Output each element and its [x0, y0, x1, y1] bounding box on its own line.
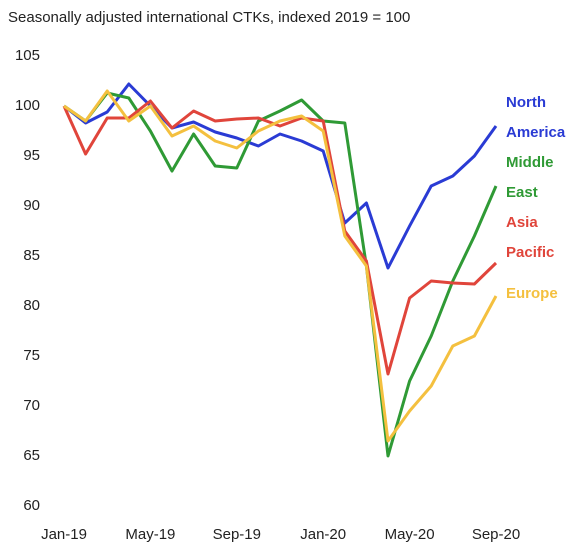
x-tick-label: May-20	[385, 526, 435, 543]
y-tick-label: 100	[15, 97, 40, 114]
series-line	[62, 99, 498, 376]
legend-label: Asia Pacific	[506, 214, 554, 261]
x-tick-label: May-19	[125, 526, 175, 543]
y-tick-label: 70	[23, 397, 40, 414]
y-tick-label: 90	[23, 197, 40, 214]
y-tick-label: 75	[23, 347, 40, 364]
y-tick-label: 60	[23, 497, 40, 514]
y-tick-label: 65	[23, 447, 40, 464]
series-line	[63, 91, 498, 458]
y-tick-label: 85	[23, 247, 40, 264]
x-tick-label: Sep-19	[213, 526, 261, 543]
y-tick-label: 80	[23, 297, 40, 314]
series-line	[63, 89, 498, 443]
legend-label: Middle East	[506, 154, 554, 201]
x-tick-label: Jan-19	[41, 526, 87, 543]
legend-label: North America	[506, 94, 566, 141]
x-tick-label: Jan-20	[300, 526, 346, 543]
y-tick-label: 95	[23, 147, 40, 164]
legend-label: Europe	[506, 285, 558, 302]
x-tick-label: Sep-20	[472, 526, 520, 543]
y-tick-label: 105	[15, 47, 40, 64]
series-line	[63, 82, 498, 270]
chart-title: Seasonally adjusted international CTKs, …	[8, 9, 410, 26]
